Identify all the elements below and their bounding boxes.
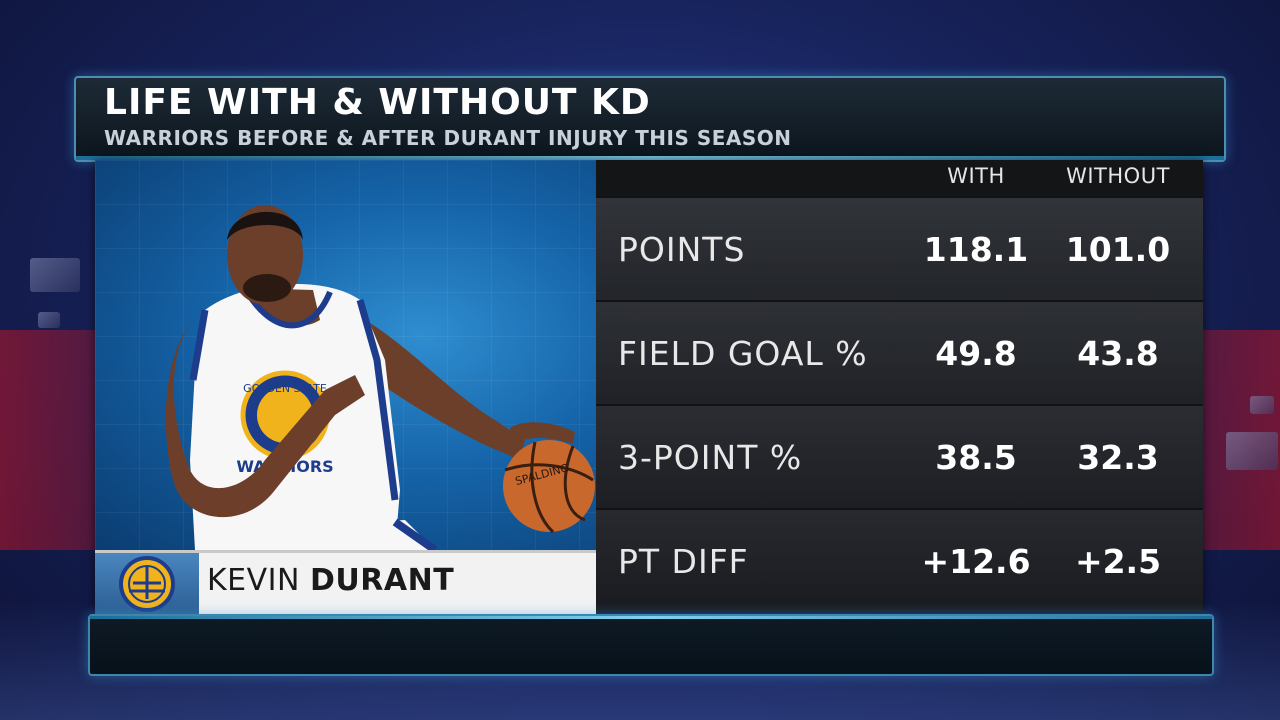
background-cube [1226,432,1278,470]
stats-table: WITH WITHOUT POINTS 118.1 101.0 FIELD GO… [596,160,1203,614]
stat-with-value: +12.6 [921,542,1031,581]
player-photo: GOLDEN STATE WARRIORS SPALDING [95,160,596,550]
column-header-with: WITH [947,164,1005,188]
player-last-name: DURANT [310,563,455,598]
player-nameplate: KEVIN DURANT [95,550,596,615]
jersey-text-top: GOLDEN STATE [243,382,327,395]
graphic-title: LIFE WITH & WITHOUT KD [104,82,651,123]
bottom-bar [88,614,1214,676]
stat-row-points: POINTS 118.1 101.0 [596,196,1203,302]
stat-row-pt-diff: PT DIFF +12.6 +2.5 [596,508,1203,614]
stat-with-value: 49.8 [935,334,1017,373]
player-illustration: GOLDEN STATE WARRIORS SPALDING [165,205,595,550]
player-first-name: KEVIN [207,563,300,598]
stat-label: FIELD GOAL % [618,334,868,373]
stat-label: PT DIFF [618,542,749,581]
stat-without-value: +2.5 [1074,542,1162,581]
title-bar: LIFE WITH & WITHOUT KD WARRIORS BEFORE &… [74,76,1226,162]
stat-without-value: 101.0 [1065,230,1171,269]
graphic-subtitle: WARRIORS BEFORE & AFTER DURANT INJURY TH… [104,126,792,150]
stat-without-value: 32.3 [1077,438,1159,477]
player-name: KEVIN DURANT [207,563,454,598]
stat-row-field-goal: FIELD GOAL % 49.8 43.8 [596,300,1203,406]
background-cube [38,312,60,328]
stats-panel: GOLDEN STATE WARRIORS SPALDING [95,160,1203,615]
stat-row-three-point: 3-POINT % 38.5 32.3 [596,404,1203,510]
background-cube [1250,396,1274,414]
column-header-without: WITHOUT [1066,164,1170,188]
stat-label: 3-POINT % [618,438,803,477]
stat-with-value: 118.1 [923,230,1029,269]
stat-with-value: 38.5 [935,438,1017,477]
stat-without-value: 43.8 [1077,334,1159,373]
stats-header-row: WITH WITHOUT [596,160,1203,196]
team-logo-box [95,553,199,615]
background-cube [30,258,80,292]
warriors-logo-icon [119,556,175,612]
stat-label: POINTS [618,230,746,269]
